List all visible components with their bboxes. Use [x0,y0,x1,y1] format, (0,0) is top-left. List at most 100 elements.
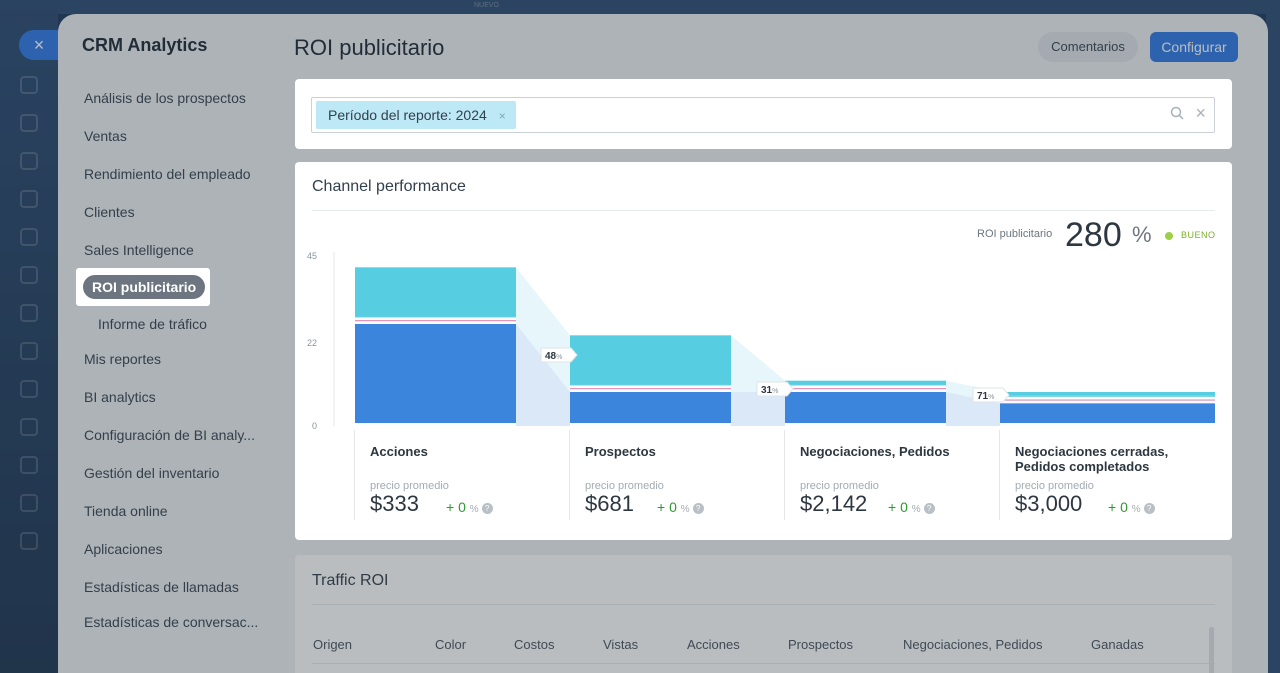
bar-segment [355,324,516,423]
roi-label: ROI publicitario [977,228,1053,240]
change-unit: % [680,504,690,515]
analytics-icon [20,228,38,246]
chat-icon [20,418,38,436]
crm-icon [20,152,38,170]
top-hint: NUEVO [474,2,499,9]
bar-segment [1000,392,1215,396]
stage-name: Prospectos [585,444,656,459]
divider [312,663,1215,664]
sidebar-item-online-store[interactable]: Tienda online [84,503,168,519]
bar-segment [355,267,516,317]
sidebar-item-roi-highlight[interactable]: ROI publicitario [76,268,210,306]
page-title: ROI publicitario [294,35,445,60]
y-tick-label: 22 [307,338,317,348]
roi-unit: % [1132,222,1152,247]
column-header-won[interactable]: Ganadas [1091,637,1144,652]
channel-performance-title: Channel performance [312,178,466,195]
sidebar-item-lead-analysis[interactable]: Análisis de los prospectos [84,90,246,106]
cart-icon [20,266,38,284]
change-unit: % [1131,504,1141,515]
bar-segment [570,335,731,385]
sidebar-item-call-stats[interactable]: Estadísticas de llamadas [84,579,239,595]
conversion-label: 31% [761,385,778,396]
sidebar-item-sales[interactable]: Ventas [84,128,127,144]
conversion-badge [540,347,578,363]
sidebar-item-clients[interactable]: Clientes [84,204,135,220]
app-left-menu [0,0,58,673]
clear-filter-icon[interactable]: × [1195,103,1206,123]
conversion-label: 48% [545,351,562,362]
bar-segment [355,320,516,322]
channel-performance-card: Channel performance ROI publicitario 280… [295,162,1232,540]
roi-value: 280 [1065,216,1122,254]
column-header-color[interactable]: Color [435,637,467,652]
conversion-badge [756,381,794,397]
price-value: $681 [585,491,634,516]
sidebar-item-applications[interactable]: Aplicaciones [84,541,163,557]
filter-chip-label: Período del reporte: 2024 [328,107,487,123]
sidebar-item-employee-performance[interactable]: Rendimiento del empleado [84,166,251,182]
configure-button[interactable]: Configurar [1150,32,1238,62]
change-value: + 0 %? [888,499,935,515]
change-number: + 0 [657,499,677,515]
conversion-badge [972,387,1010,403]
divider [999,430,1000,520]
y-tick-label: 0 [312,421,317,431]
price-label: precio promedio [370,480,449,492]
help-icon[interactable]: ? [481,502,493,514]
column-header-views[interactable]: Vistas [603,637,639,652]
column-header-costs[interactable]: Costos [514,637,555,652]
bar-segment [785,380,946,385]
help-icon[interactable]: ? [923,502,935,514]
database-icon [20,380,38,398]
inbox-icon [20,190,38,208]
filter-input[interactable]: Período del reporte: 2024 × × [311,97,1215,133]
chip-remove-icon[interactable]: × [498,109,506,123]
help-icon[interactable]: ? [692,502,704,514]
sidebar: CRM Analytics Análisis de los prospectos… [58,14,278,673]
sidebar-item-sales-intelligence[interactable]: Sales Intelligence [84,242,194,258]
column-header-deals[interactable]: Negociaciones, Pedidos [903,637,1043,652]
column-header-leads[interactable]: Prospectos [788,637,854,652]
sidebar-item-bi-config[interactable]: Configuración de BI analy... [84,427,255,443]
conversion-label: 71% [977,391,994,402]
stage-name: Negociaciones, Pedidos [800,444,950,459]
change-unit: % [469,504,479,515]
bar-segment [1000,395,1215,397]
traffic-roi-title: Traffic ROI [312,572,389,589]
price-value: $2,142 [800,491,868,516]
close-slider-button[interactable]: × [19,30,59,60]
sidebar-item-traffic-report[interactable]: Informe de tráfico [98,316,207,332]
y-tick-label: 45 [307,251,317,261]
tasks-icon [20,114,38,132]
document-icon [20,494,38,512]
app-top-bar: NUEVO [58,0,1280,14]
column-header-source[interactable]: Origen [313,637,353,652]
change-number: + 0 [446,499,466,515]
filter-chip[interactable]: Período del reporte: 2024 × [316,101,516,129]
help-icon[interactable]: ? [1143,502,1155,514]
sidebar-item-conversation-stats[interactable]: Estadísticas de conversac... [84,614,259,630]
sidebar-item-bi-analytics[interactable]: BI analytics [84,389,156,405]
sidebar-item-my-reports[interactable]: Mis reportes [84,351,162,367]
change-number: + 0 [1108,499,1128,515]
sidebar-item-inventory[interactable]: Gestión del inventario [84,465,220,481]
price-label: precio promedio [585,480,664,492]
comments-button[interactable]: Comentarios [1038,32,1138,62]
table-scrollbar[interactable] [1209,627,1214,673]
change-value: + 0 %? [657,499,704,515]
funnel-connector-base [731,392,785,426]
price-label: precio promedio [1015,480,1094,492]
funnel-chart: 45 22 0 48% 31% 71% [307,251,1215,431]
change-number: + 0 [888,499,908,515]
store-icon [20,304,38,322]
bar-segment [570,392,731,423]
app-right-edge [1266,0,1280,673]
traffic-roi-card: Traffic ROI Origen Color Costos Vistas A… [295,555,1232,673]
calendar-icon [20,342,38,360]
search-icon[interactable] [1170,106,1184,120]
column-header-actions[interactable]: Acciones [687,637,740,652]
menu-icon [20,76,38,94]
bar-segment [1000,403,1215,423]
filter-card: Período del reporte: 2024 × × [295,79,1232,149]
